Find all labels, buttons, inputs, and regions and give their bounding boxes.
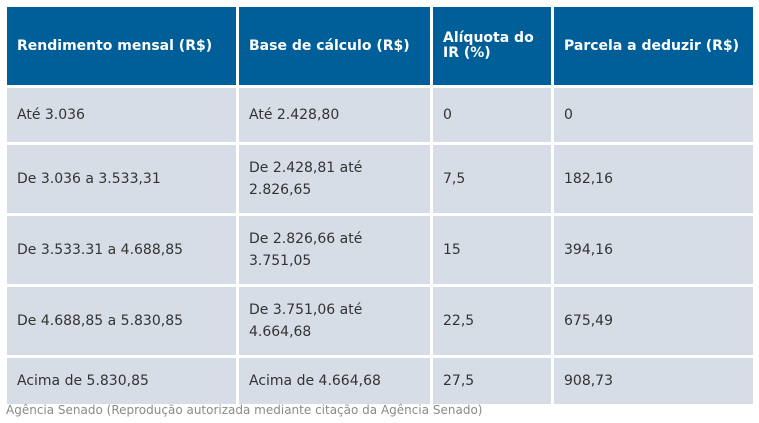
cell-rendimento: Acima de 5.830,85 — [7, 358, 236, 404]
cell-base: De 2.826,66 até 3.751,05 — [239, 216, 430, 284]
cell-rendimento: De 3.533.31 a 4.688,85 — [7, 216, 236, 284]
cell-parcela: 675,49 — [554, 287, 753, 355]
cell-parcela: 182,16 — [554, 145, 753, 213]
table-row: Até 3.036 Até 2.428,80 0 0 — [7, 88, 753, 142]
cell-aliquota: 22,5 — [433, 287, 551, 355]
cell-parcela: 908,73 — [554, 358, 753, 404]
header-base-de-calculo: Base de cálculo (R$) — [239, 7, 430, 85]
cell-base: De 2.428,81 até 2.826,65 — [239, 145, 430, 213]
cell-rendimento: Até 3.036 — [7, 88, 236, 142]
table-row: De 4.688,85 a 5.830,85 De 3.751,06 até 4… — [7, 287, 753, 355]
table-header-row: Rendimento mensal (R$) Base de cálculo (… — [7, 7, 753, 85]
table-row: De 3.036 a 3.533,31 De 2.428,81 até 2.82… — [7, 145, 753, 213]
cell-aliquota: 27,5 — [433, 358, 551, 404]
cell-parcela: 0 — [554, 88, 753, 142]
header-parcela-a-deduzir: Parcela a deduzir (R$) — [554, 7, 753, 85]
table-row: De 3.533.31 a 4.688,85 De 2.826,66 até 3… — [7, 216, 753, 284]
header-rendimento-mensal: Rendimento mensal (R$) — [7, 7, 236, 85]
table-row: Acima de 5.830,85 Acima de 4.664,68 27,5… — [7, 358, 753, 404]
tax-table-container: Rendimento mensal (R$) Base de cálculo (… — [7, 7, 753, 404]
header-aliquota: Alíquota do IR (%) — [433, 7, 551, 85]
cell-base: Acima de 4.664,68 — [239, 358, 430, 404]
image-credit-caption: Agência Senado (Reprodução autorizada me… — [6, 403, 483, 417]
cell-rendimento: De 3.036 a 3.533,31 — [7, 145, 236, 213]
cell-aliquota: 0 — [433, 88, 551, 142]
cell-aliquota: 7,5 — [433, 145, 551, 213]
cell-rendimento: De 4.688,85 a 5.830,85 — [7, 287, 236, 355]
cell-parcela: 394,16 — [554, 216, 753, 284]
cell-base: De 3.751,06 até 4.664,68 — [239, 287, 430, 355]
tax-table: Rendimento mensal (R$) Base de cálculo (… — [4, 4, 756, 407]
cell-base: Até 2.428,80 — [239, 88, 430, 142]
cell-aliquota: 15 — [433, 216, 551, 284]
